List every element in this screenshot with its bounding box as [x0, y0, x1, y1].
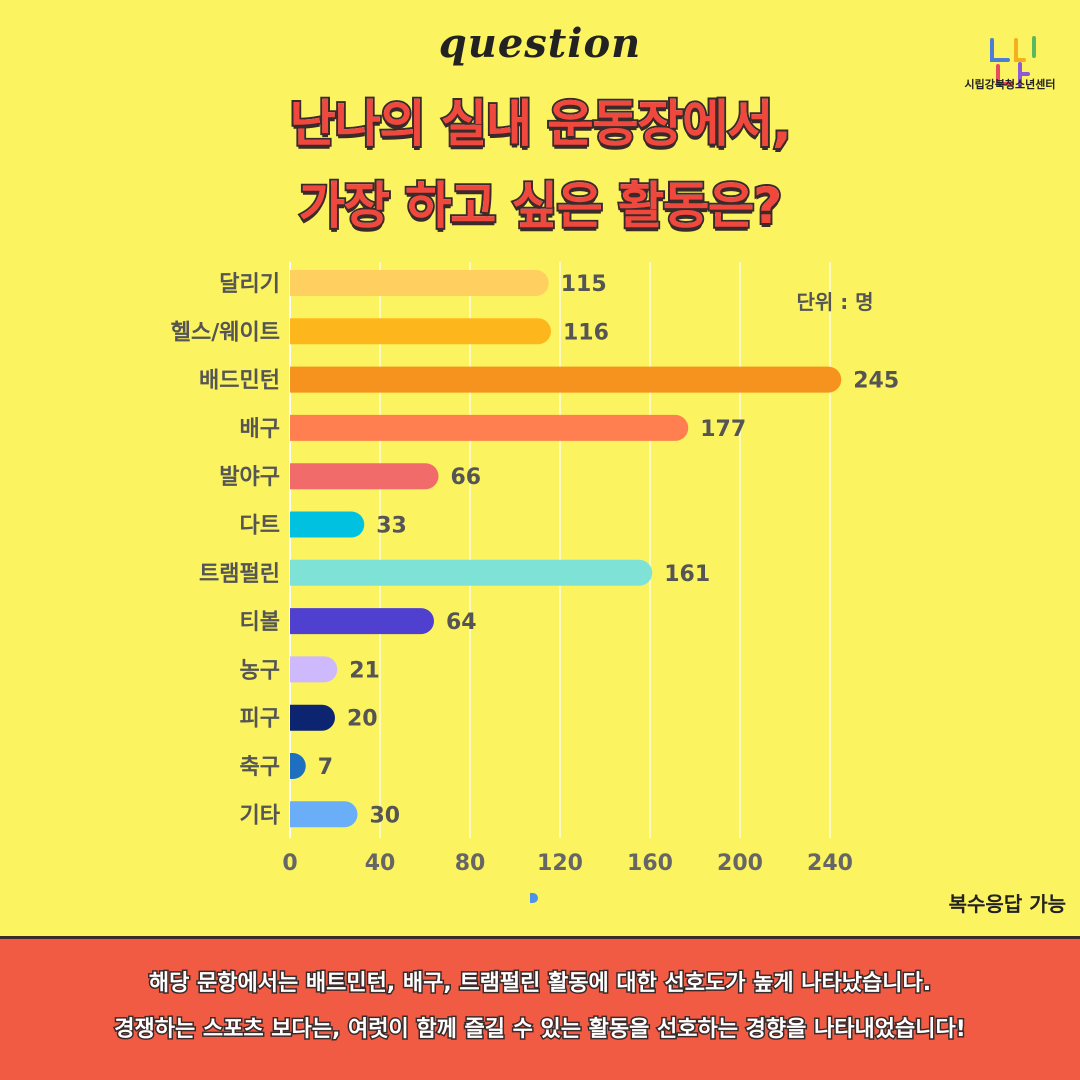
center-logo-icon [990, 36, 1036, 88]
x-tick-label: 120 [537, 851, 583, 876]
bar [290, 753, 306, 779]
bar-chart: 0 40 80 120 160 200 240 달리기 115 헬스/웨이트 116 배드민턴 245 배… [171, 262, 899, 876]
data-label: 177 [700, 417, 746, 442]
x-tick-label: 80 [455, 851, 486, 876]
data-label: 64 [446, 610, 477, 635]
category-label: 트램펄린 [199, 562, 280, 587]
x-tick-label: 240 [807, 851, 853, 876]
category-label: 달리기 [219, 272, 280, 297]
bar [290, 463, 439, 490]
data-label: 20 [347, 707, 378, 732]
bar [290, 366, 842, 393]
data-label: 161 [664, 562, 710, 587]
x-tick-label: 0 [282, 851, 297, 876]
category-label: 배구 [240, 417, 280, 442]
data-label: 116 [563, 320, 609, 345]
category-label: 헬스/웨이트 [171, 320, 280, 345]
x-tick-label: 160 [627, 851, 673, 876]
summary-line1: 해당 문항에서는 배트민턴, 배구, 트램펄린 활동에 대한 선호도가 높게 나… [147, 970, 932, 998]
category-label: 발야구 [219, 465, 280, 490]
dot-decoration [530, 893, 538, 903]
data-label: 115 [561, 272, 607, 297]
data-label: 7 [318, 755, 333, 780]
bar [290, 704, 335, 731]
category-label: 축구 [240, 755, 280, 780]
bar [290, 559, 653, 586]
data-label: 66 [451, 465, 482, 490]
summary-footer: 해당 문항에서는 배트민턴, 배구, 트램펄린 활동에 대한 선호도가 높게 나… [0, 936, 1080, 1080]
page-title-line1: 난나의 실내 운동장에서, [288, 93, 794, 155]
bar [290, 801, 358, 828]
x-tick-label: 40 [365, 851, 396, 876]
category-label: 배드민턴 [199, 369, 280, 394]
data-label: 30 [370, 803, 401, 828]
data-label: 33 [376, 514, 407, 539]
unit-label: 단위 : 명 [796, 290, 874, 314]
category-label: 다트 [240, 514, 280, 539]
category-label: 티볼 [240, 610, 280, 635]
bar [290, 270, 549, 296]
summary-line2: 경쟁하는 스포츠 보다는, 여럿이 함께 즐길 수 있는 활동을 선호하는 경향… [113, 1016, 968, 1044]
bar [290, 656, 338, 683]
category-label: 기타 [240, 803, 281, 828]
bar [290, 511, 365, 538]
data-label: 21 [349, 658, 380, 683]
category-label: 농구 [240, 658, 280, 683]
bar [290, 608, 435, 635]
multi-answer-note: 복수응답 가능 [948, 892, 1066, 916]
question-label: question [438, 20, 642, 67]
bar [290, 318, 551, 345]
page-title-line2: 가장 하고 싶은 활동은? [297, 175, 784, 237]
bar [290, 414, 689, 441]
data-label: 245 [853, 369, 899, 394]
category-label: 피구 [240, 707, 280, 732]
logo-text: 시립강북청소년센터 [964, 78, 1056, 91]
x-tick-label: 200 [717, 851, 763, 876]
